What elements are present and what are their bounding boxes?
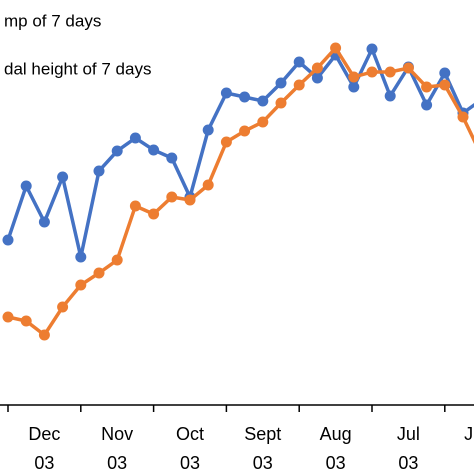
data-point [148,208,160,220]
data-point [439,79,451,91]
data-point [257,116,269,128]
data-point [93,165,105,177]
data-point [384,66,396,78]
x-tick-label: Oct 03 [175,424,204,473]
data-point [348,81,360,93]
data-point [129,132,141,144]
data-point [148,144,160,156]
data-point [202,179,214,191]
data-point [2,311,14,323]
data-point [166,152,178,164]
x-tick-label: Aug 03 [319,424,352,473]
x-tick-label: Jul 03 [396,424,420,473]
data-point [239,91,251,103]
data-point [75,251,87,263]
legend-label: mp of 7 days [4,11,101,30]
data-point [384,90,396,102]
data-point [348,71,360,83]
data-point [57,301,69,313]
data-point [366,43,378,55]
data-point [330,42,342,54]
data-point [93,267,105,279]
data-point [275,97,287,109]
data-point [38,216,50,228]
data-point [239,125,251,137]
data-point [75,279,87,291]
data-point [220,136,232,148]
data-point [457,111,469,123]
data-point [166,191,178,203]
data-point [202,124,214,136]
data-point [111,145,123,157]
data-point [421,81,433,93]
data-point [184,194,196,206]
data-point [20,315,32,327]
x-tick-label: Ju 0 [464,424,474,444]
x-tick-label: Dec 03 [28,424,61,473]
data-point [293,56,305,68]
data-point [293,79,305,91]
data-point [275,77,287,89]
x-tick-label: Sept 03 [244,424,282,473]
series-line [7,45,474,338]
data-point [311,72,323,84]
data-point [129,200,141,212]
data-point [57,171,69,183]
data-point [38,329,50,341]
data-point [111,254,123,266]
data-point [402,62,414,74]
data-point [439,67,451,79]
data-point [311,62,323,74]
x-tick-label: Nov 03 [101,424,134,473]
data-point [20,180,32,192]
data-point [366,66,378,78]
data-point [220,87,232,99]
legend-label: dal height of 7 days [4,59,151,78]
data-point [257,95,269,107]
data-point [421,99,433,111]
series-line [6,44,474,258]
data-point [2,234,14,246]
